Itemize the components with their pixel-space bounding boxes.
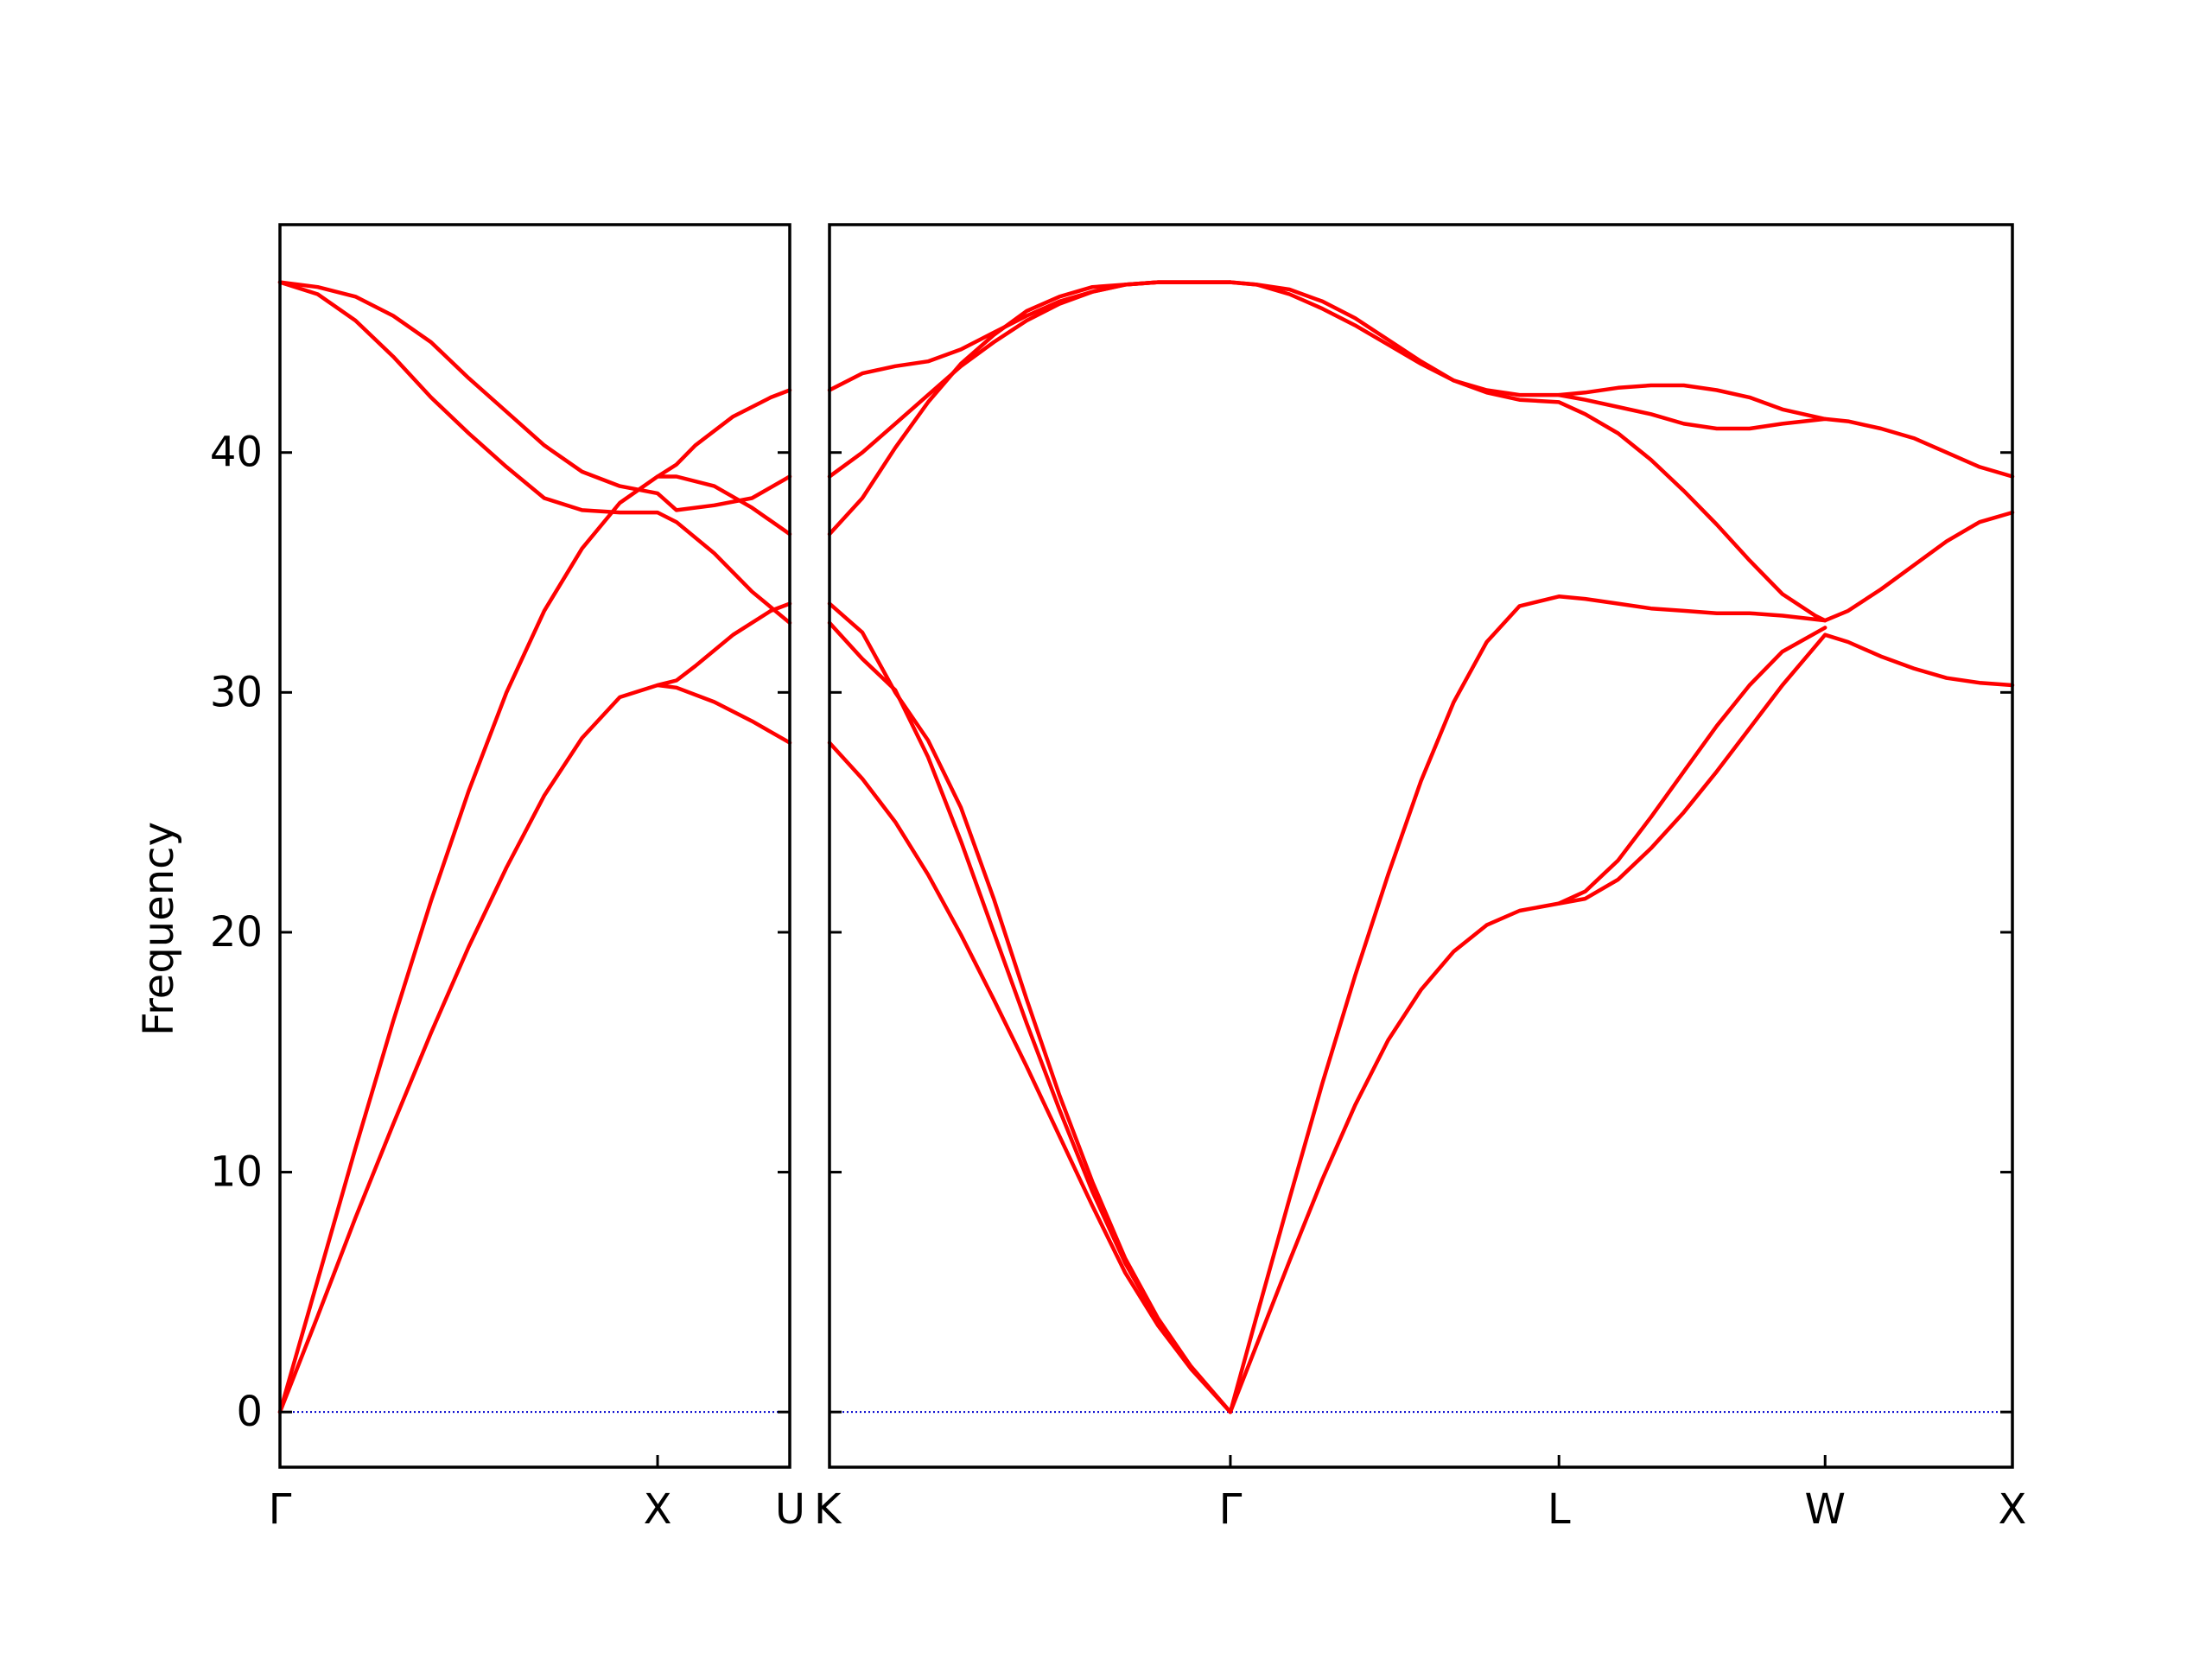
plot-frame-panel-2 <box>828 223 2014 1469</box>
band-line-panel-2-3 <box>827 601 1233 1414</box>
band-line-panel-2-8 <box>1228 510 2015 1414</box>
y-tick-label: 40 <box>210 429 263 477</box>
x-tick-label: W <box>1805 1485 1846 1534</box>
x-tick-label: L <box>1548 1485 1571 1534</box>
band-line-panel-2-6 <box>827 280 1233 392</box>
x-tick-label: X <box>1999 1485 2027 1534</box>
y-tick-label: 20 <box>210 908 263 957</box>
band-line-panel-1-4 <box>277 280 792 512</box>
band-line-panel-1-1 <box>277 683 792 1414</box>
band-line-panel-1-5 <box>655 601 792 688</box>
x-tick-label: Γ <box>269 1485 292 1534</box>
band-line-panel-2-1 <box>827 741 1233 1414</box>
plot-frame-panel-1 <box>278 223 791 1469</box>
band-line-panel-2-10 <box>1228 280 1827 623</box>
band-line-panel-2-9 <box>1556 626 1827 906</box>
band-line-panel-1-2 <box>277 474 792 1414</box>
y-axis-label: Frequency <box>135 822 183 1036</box>
y-tick-label: 10 <box>210 1148 263 1197</box>
x-tick-label: X <box>644 1485 672 1534</box>
x-tick-label: K <box>814 1485 842 1534</box>
x-tick-label: U <box>775 1485 805 1534</box>
band-line-panel-2-7 <box>1228 632 2015 1414</box>
band-line-panel-2-2 <box>827 620 1233 1414</box>
y-tick-label: 0 <box>236 1388 263 1436</box>
plot-layer: 0 10 20 30 40 Γ X U K Γ L W X <box>210 223 2027 1534</box>
y-tick-label: 30 <box>210 668 263 716</box>
band-line-panel-2-11 <box>1228 280 2015 479</box>
band-line-panel-1-3 <box>277 280 792 626</box>
band-line-panel-2-12 <box>1556 383 1827 422</box>
x-tick-label: Γ <box>1219 1485 1243 1534</box>
band-line-panel-1-6 <box>655 388 792 479</box>
